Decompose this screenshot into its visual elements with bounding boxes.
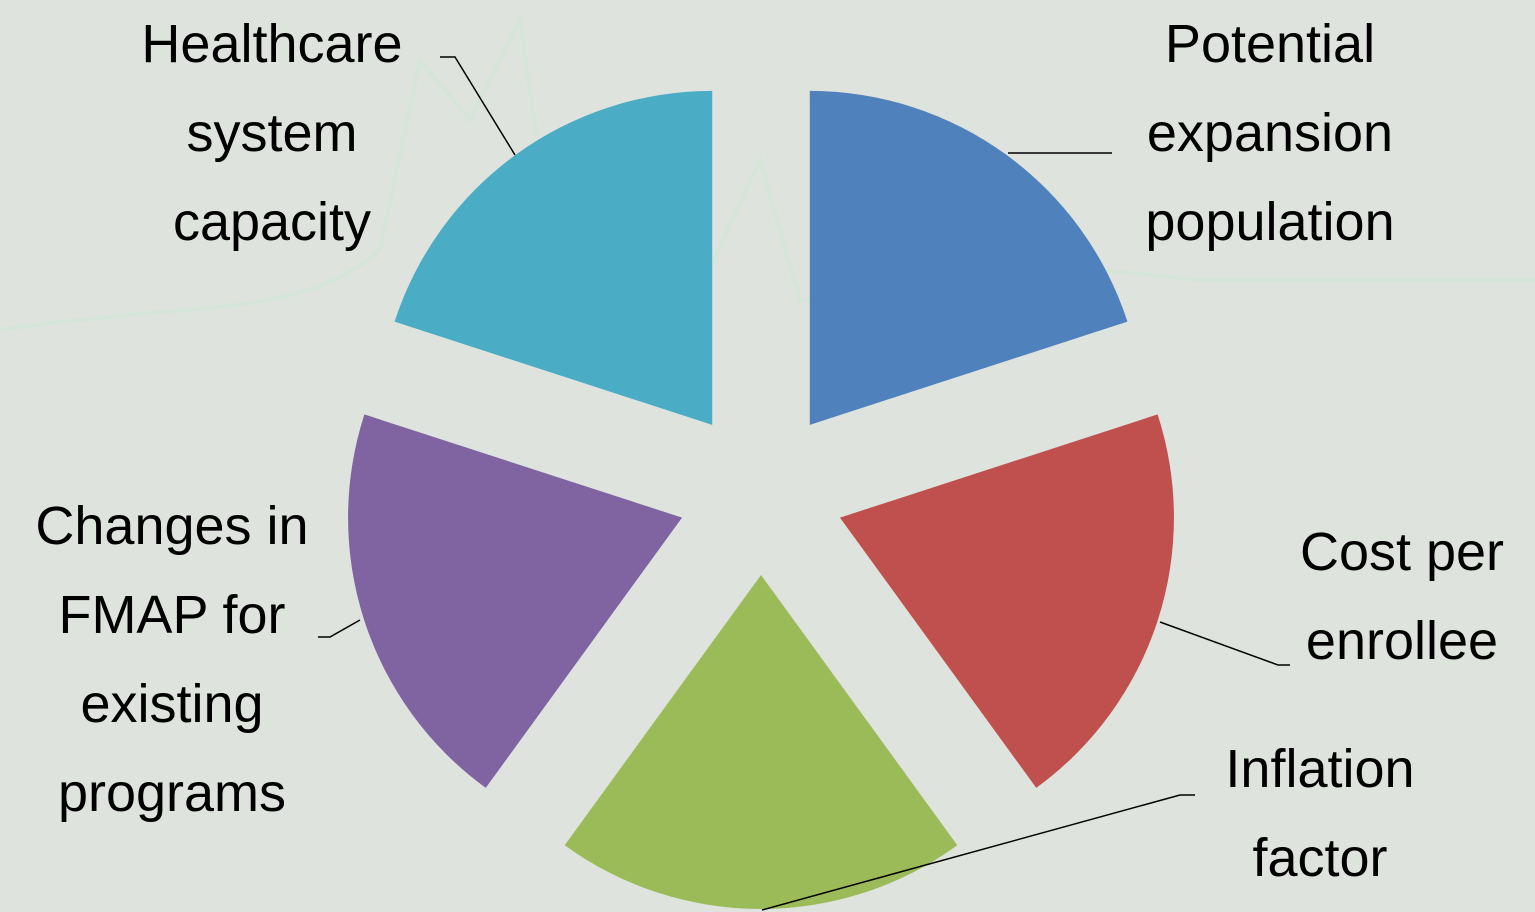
background-decoration [0, 13, 1535, 332]
leader-line [1159, 621, 1290, 666]
pie-slice [839, 414, 1174, 788]
slice-label: Potential expansion population [1145, 14, 1395, 252]
leader-line [318, 619, 361, 638]
leader-line [440, 56, 516, 156]
slice-label: Healthcare system capacity [141, 14, 403, 252]
pie-slice [564, 575, 958, 909]
slice-label: Changes in FMAP for existing programs [35, 496, 309, 823]
slice-label: Inflation factor [1225, 739, 1415, 888]
pie-slice [394, 90, 713, 425]
leader-line [761, 794, 1195, 911]
pie-slice [809, 90, 1128, 425]
pie-slice [348, 414, 683, 788]
slice-label: Cost per enrollee [1299, 522, 1505, 671]
